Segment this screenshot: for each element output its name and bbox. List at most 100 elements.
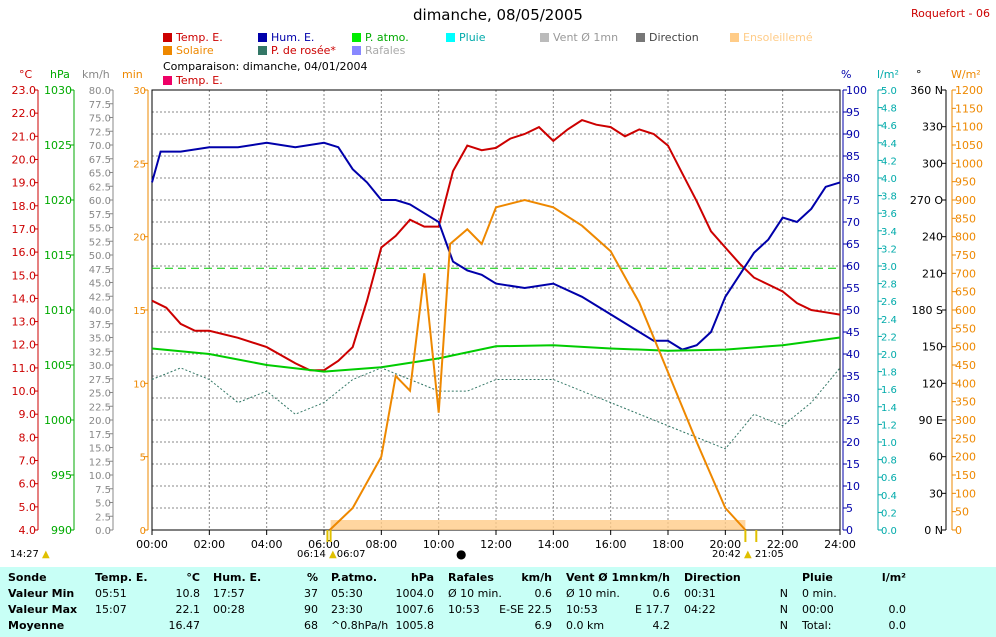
axis-label-temp_c: 11.0 bbox=[12, 362, 37, 375]
legend-direction[interactable]: Direction bbox=[636, 31, 699, 44]
axis-label-humidity_pct: 10 bbox=[846, 480, 860, 493]
x-tick-label: 10:00 bbox=[423, 538, 455, 551]
cell-value: N bbox=[779, 619, 788, 632]
axis-label-rain_lm2: 3.0 bbox=[881, 262, 897, 273]
axis-label-direction_deg: 60 bbox=[929, 451, 943, 464]
x-tick-label: 22:00 bbox=[767, 538, 799, 551]
axis-label-humidity_pct: 85 bbox=[846, 150, 860, 163]
axis-label-direction_deg: 240 bbox=[922, 231, 943, 244]
axis-label-wind_kmh: 20.0 bbox=[89, 416, 111, 427]
row-label-min: Valeur Min bbox=[8, 587, 75, 600]
axis-label-pressure_hpa: 1020 bbox=[44, 194, 72, 207]
station-name: Roquefort - 06 bbox=[911, 7, 990, 20]
legend-label: Pluie bbox=[459, 31, 486, 44]
axis-label-pressure_hpa: 990 bbox=[51, 524, 72, 537]
axis-label-solar_wm2: 0 bbox=[955, 524, 962, 537]
cell-value: 1007.6 bbox=[395, 603, 435, 616]
cell-time: 00:31 bbox=[684, 587, 716, 600]
col-pluie: Pluie l/m² 0 min. 00:00 0.0 Total: 0.0 bbox=[802, 570, 906, 634]
axis-label-solar_wm2: 250 bbox=[955, 432, 976, 445]
legend-swatch bbox=[163, 46, 172, 55]
axis-label-wind_kmh: 70.0 bbox=[89, 141, 111, 152]
axis-label-humidity_pct: 75 bbox=[846, 194, 860, 207]
col-rafales: Rafales km/h Ø 10 min. 0.6 10:53 E-SE 22.5 … bbox=[448, 570, 552, 634]
cell-value: 4.2 bbox=[652, 619, 671, 632]
axis-label-humidity_pct: 25 bbox=[846, 414, 860, 427]
axis-label-rain_lm2: 3.4 bbox=[881, 227, 897, 238]
sunset-label: 20:42 ▲ 21:05 bbox=[712, 549, 784, 560]
axis-label-pressure_hpa: 1030 bbox=[44, 84, 72, 97]
legend-patmo[interactable]: P. atmo. bbox=[352, 31, 409, 44]
legend-vent[interactable]: Vent Ø 1mn bbox=[540, 31, 618, 44]
cell-value: 37 bbox=[304, 587, 318, 600]
legend-swatch bbox=[163, 76, 172, 85]
legend-label: Hum. E. bbox=[271, 31, 315, 44]
axis-label-sun_min: 30 bbox=[133, 86, 146, 97]
axis-label-temp_c: 5.0 bbox=[19, 501, 37, 514]
axis-label-solar_wm2: 800 bbox=[955, 231, 976, 244]
cell-time: 0.0 km bbox=[566, 619, 605, 632]
legend-label: P. atmo. bbox=[365, 31, 409, 44]
x-tick-label: 04:00 bbox=[251, 538, 283, 551]
legend-pluie[interactable]: Pluie bbox=[446, 31, 486, 44]
col-direction: Direction 00:31 N 04:22 N N bbox=[684, 570, 788, 634]
axis-label-wind_kmh: 10.0 bbox=[89, 471, 111, 482]
legend-solaire[interactable]: Solaire bbox=[163, 44, 214, 57]
legend-label: Temp. E. bbox=[176, 74, 223, 87]
cell-time: 23:30 bbox=[331, 603, 363, 616]
axis-label-temp_c: 23.0 bbox=[12, 84, 37, 97]
sun-left-label: 14:27 ▲ bbox=[10, 549, 50, 560]
x-tick-label: 02:00 bbox=[193, 538, 225, 551]
axis-label-humidity_pct: 40 bbox=[846, 348, 860, 361]
x-tick-label: 12:00 bbox=[480, 538, 512, 551]
axis-label-direction_deg: 150 bbox=[922, 341, 943, 354]
x-tick-label: 16:00 bbox=[595, 538, 627, 551]
axis-label-sun_min: 20 bbox=[133, 233, 146, 244]
moon-icon: ● bbox=[456, 547, 467, 561]
legend-compare-temp[interactable]: Temp. E. bbox=[163, 74, 223, 87]
axis-label-humidity_pct: 70 bbox=[846, 216, 860, 229]
axis-label-temp_c: 13.0 bbox=[12, 316, 37, 329]
cell-value: 90 bbox=[304, 603, 318, 616]
cell-value: 6.9 bbox=[534, 619, 553, 632]
header-unit: hPa bbox=[410, 571, 434, 584]
axis-label-wind_kmh: 77.5 bbox=[89, 100, 111, 111]
axis-label-humidity_pct: 50 bbox=[846, 304, 860, 317]
axis-label-temp_c: 14.0 bbox=[12, 292, 37, 305]
chart-area: 00:00 02:00 04:00 06:00 08:00 10:00 12:00 14:00… bbox=[12, 84, 984, 551]
cell-value: 68 bbox=[304, 619, 318, 632]
axis-label-wind_kmh: 5.0 bbox=[95, 499, 111, 510]
legend-hum[interactable]: Hum. E. bbox=[258, 31, 314, 44]
axis-label-rain_lm2: 2.0 bbox=[881, 350, 897, 361]
axis-label-humidity_pct: 5 bbox=[846, 502, 853, 515]
axis-label-humidity_pct: 80 bbox=[846, 172, 860, 185]
cell-value: N bbox=[779, 603, 788, 616]
axis-label-wind_kmh: 65.0 bbox=[89, 169, 111, 180]
legend-label: Ensoleillemé bbox=[743, 31, 813, 44]
header-patmo: P.atmo. bbox=[331, 571, 378, 584]
axis-label-rain_lm2: 2.2 bbox=[881, 332, 897, 343]
axis-label-rain_lm2: 4.4 bbox=[881, 139, 897, 150]
axis-label-solar_wm2: 450 bbox=[955, 359, 976, 372]
axis-label-solar_wm2: 1050 bbox=[955, 139, 983, 152]
axis-label-solar_wm2: 600 bbox=[955, 304, 976, 317]
axis-label-pressure_hpa: 1010 bbox=[44, 304, 72, 317]
legend-rafales[interactable]: Rafales bbox=[352, 44, 405, 57]
axis-label-rain_lm2: 3.2 bbox=[881, 244, 897, 255]
axis-label-humidity_pct: 100 bbox=[846, 84, 867, 97]
legend-temp[interactable]: Temp. E. bbox=[163, 31, 223, 44]
axis-label-rain_lm2: 0.8 bbox=[881, 456, 897, 467]
axis-label-wind_kmh: 0.0 bbox=[95, 526, 111, 537]
legend-swatch bbox=[352, 46, 361, 55]
axis-label-solar_wm2: 500 bbox=[955, 341, 976, 354]
legend-rosee[interactable]: P. de rosée* bbox=[258, 44, 336, 57]
col-temp: Temp. E. °C 05:51 10.8 15:07 22.1 16.47 bbox=[95, 570, 200, 634]
cell-time: 05:51 bbox=[95, 587, 127, 600]
cell-value: E 17.7 bbox=[635, 603, 670, 616]
axis-label-temp_c: 16.0 bbox=[12, 246, 37, 259]
legend-label: P. de rosée* bbox=[271, 44, 336, 57]
axis-label-rain_lm2: 0.2 bbox=[881, 508, 897, 519]
axis-label-humidity_pct: 65 bbox=[846, 238, 860, 251]
col-sonde: Sonde Valeur Min Valeur Max Moyenne bbox=[8, 570, 78, 634]
legend-ensoleillement[interactable]: Ensoleillemé bbox=[730, 31, 813, 44]
